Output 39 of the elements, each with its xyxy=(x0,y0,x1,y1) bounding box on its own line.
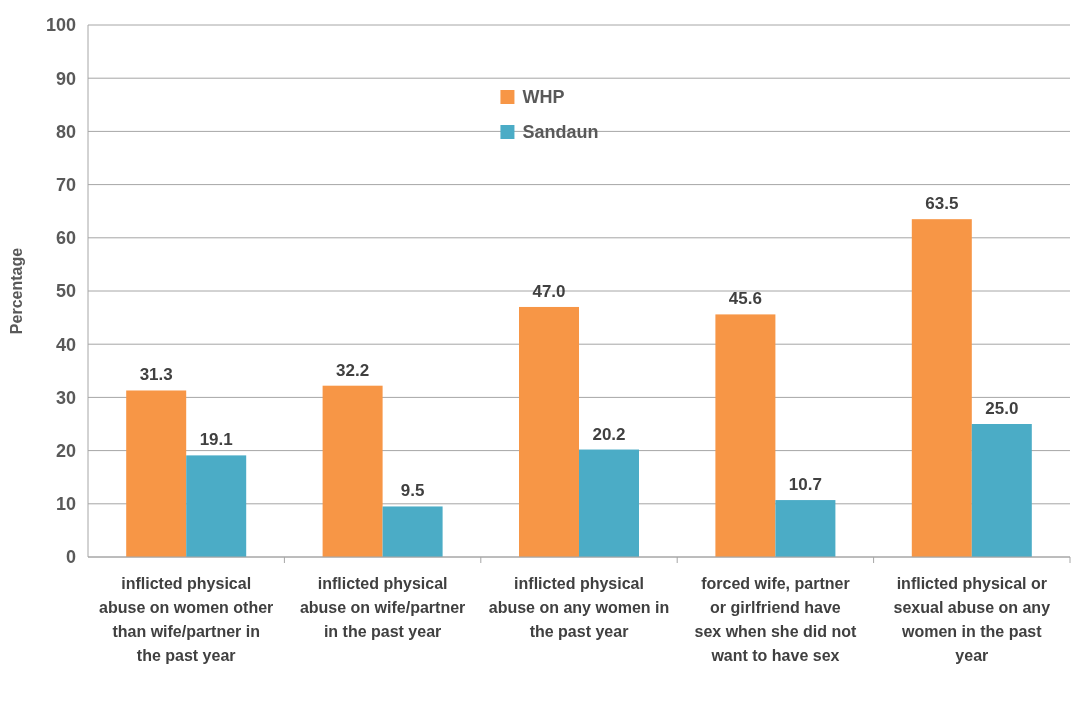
y-tick-label: 0 xyxy=(65,547,76,568)
data-label: 25.0 xyxy=(985,399,1019,418)
y-tick-label: 20 xyxy=(55,440,76,461)
bar xyxy=(186,455,247,557)
data-label: 9.5 xyxy=(400,481,425,501)
data-label: 32.2 xyxy=(336,360,370,380)
bar xyxy=(579,449,639,557)
y-tick-label: 30 xyxy=(55,387,76,408)
x-tick-label: forced wife, partner or girlfriend have sex when she did not want to have sex xyxy=(694,575,857,664)
data-label: 63.5 xyxy=(925,194,959,214)
data-label: 45.6 xyxy=(728,289,762,309)
data-label: 10.7 xyxy=(788,475,822,495)
x-tick-label: inflicted physical abuse on women other than wife/partner in the past year xyxy=(99,575,274,664)
data-label: 19.1 xyxy=(199,430,233,450)
bar xyxy=(126,390,187,557)
y-tick-label: 40 xyxy=(55,334,76,355)
bar xyxy=(911,219,972,557)
x-tick-label: inflicted physical or sexual abuse on any women in the past year xyxy=(893,575,1051,664)
bar xyxy=(519,306,579,557)
x-tick-label: inflicted physical abuse on any women in the past year xyxy=(488,575,670,640)
data-label: 47.0 xyxy=(532,281,566,301)
y-axis-title: Percentage xyxy=(8,247,25,335)
data-label: 31.3 xyxy=(139,365,173,385)
bar xyxy=(971,424,1032,557)
y-tick-label: 90 xyxy=(55,68,76,89)
y-tick-label: 70 xyxy=(55,174,76,195)
y-tick-label: 80 xyxy=(55,121,76,142)
bar xyxy=(775,500,836,557)
y-tick-label: 10 xyxy=(55,494,76,515)
legend-label: WHP xyxy=(522,87,565,108)
y-tick-label: 60 xyxy=(55,228,76,249)
y-tick-label: 50 xyxy=(55,281,76,302)
data-label: 20.2 xyxy=(592,424,626,444)
bar xyxy=(322,385,383,557)
y-tick-label: 100 xyxy=(45,15,76,36)
bar xyxy=(715,314,776,557)
x-tick-label: inflicted physical abuse on wife/partner in the past year xyxy=(299,575,466,640)
legend-label: Sandaun xyxy=(522,122,599,143)
bar xyxy=(382,506,443,557)
